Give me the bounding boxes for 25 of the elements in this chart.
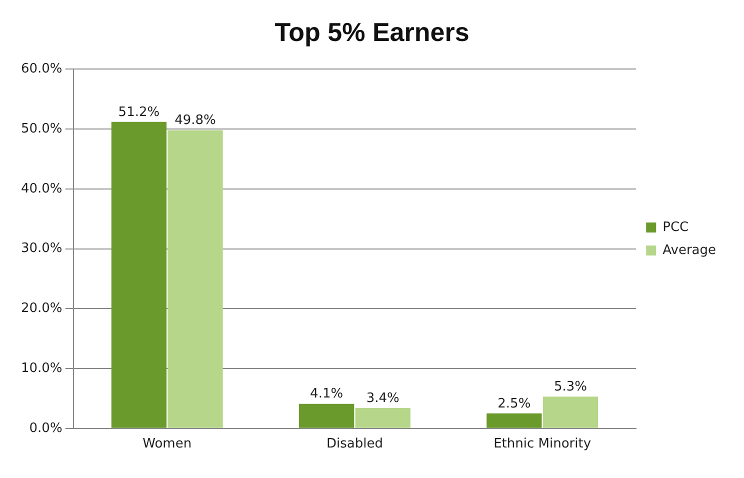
x-tick-label: Ethnic Minority [494,436,592,452]
y-tick-label: 40.0% [20,181,62,196]
legend-label: PCC [662,220,689,235]
chart-title: Top 5% Earners [274,16,470,47]
y-tick-label: 50.0% [20,121,62,136]
y-tick-label: 10.0% [20,360,62,376]
bar [298,404,354,428]
data-label: 51.2% [118,104,160,120]
data-label: 49.8% [174,113,216,128]
y-tick-label: 20.0% [20,301,62,316]
x-tick-label: Women [142,436,192,452]
bar [168,130,223,428]
data-label: 2.5% [498,396,531,412]
bar [355,408,410,428]
legend-label: Average [662,242,716,258]
data-label: 3.4% [366,390,400,406]
y-tick-label: 0.0% [29,420,62,436]
data-label: 4.1% [310,386,344,402]
bar [111,122,167,428]
y-tick-label: 60.0% [20,62,62,77]
bar [486,413,542,428]
data-label: 5.3% [554,380,587,395]
bar [542,396,598,428]
x-tick-label: Disabled [326,436,383,452]
y-tick-label: 30.0% [20,241,62,256]
